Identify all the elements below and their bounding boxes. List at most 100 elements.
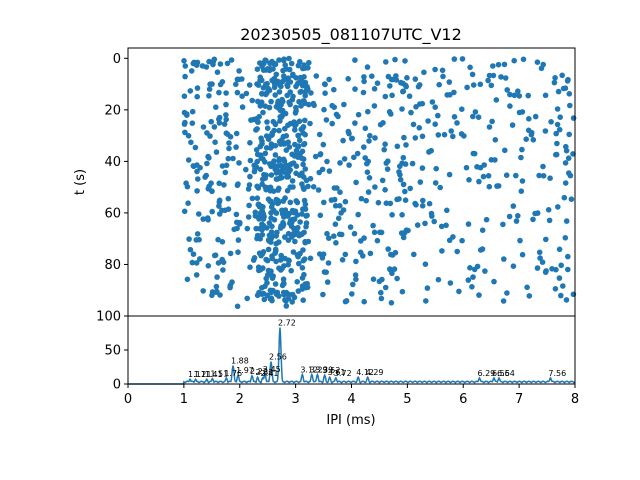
- raster-point: [281, 291, 288, 298]
- raster-point: [361, 298, 368, 305]
- raster-point: [409, 160, 416, 167]
- peak-label: 2.32: [256, 368, 274, 377]
- raster-point: [306, 59, 312, 66]
- raster-point: [501, 256, 507, 262]
- raster-point: [206, 86, 213, 92]
- raster-point: [483, 216, 490, 223]
- raster-point: [412, 200, 418, 207]
- raster-point: [313, 73, 320, 79]
- raster-point: [276, 57, 282, 63]
- raster-point: [263, 145, 270, 151]
- peak-label: 2.22: [250, 367, 268, 376]
- raster-point: [366, 138, 372, 144]
- raster-point: [387, 83, 393, 89]
- raster-point: [256, 250, 263, 256]
- raster-point: [233, 81, 239, 88]
- raster-point: [536, 249, 543, 256]
- raster-point: [182, 129, 188, 136]
- raster-point: [278, 223, 284, 229]
- raster-point: [500, 221, 506, 228]
- raster-point: [567, 102, 573, 109]
- raster-point: [182, 119, 188, 126]
- raster-point: [513, 218, 520, 224]
- raster-point: [222, 169, 229, 176]
- raster-point: [302, 206, 309, 212]
- raster-point: [302, 117, 308, 124]
- raster-point: [432, 66, 438, 73]
- raster-point: [481, 162, 488, 168]
- raster-point: [360, 89, 367, 96]
- raster-point: [306, 101, 312, 108]
- raster-point: [292, 238, 298, 245]
- peak-label: 2.72: [278, 319, 296, 328]
- raster-point: [233, 144, 239, 150]
- raster-point: [281, 73, 287, 79]
- raster-point: [208, 180, 214, 186]
- raster-point: [515, 88, 521, 94]
- raster-point: [277, 257, 284, 263]
- raster-point: [280, 276, 287, 283]
- raster-point: [329, 120, 336, 127]
- raster-point: [260, 290, 267, 297]
- raster-point: [272, 152, 279, 158]
- raster-point: [276, 185, 282, 192]
- raster-point: [556, 275, 563, 281]
- raster-point: [365, 108, 371, 115]
- raster-point: [347, 224, 354, 230]
- raster-point: [369, 73, 375, 79]
- raster-point: [381, 146, 388, 153]
- raster-point: [428, 210, 435, 217]
- raster-point: [374, 80, 381, 86]
- raster-point: [323, 269, 330, 276]
- raster-point: [289, 207, 296, 214]
- raster-point: [324, 279, 331, 285]
- raster-point: [289, 96, 296, 103]
- raster-point: [266, 104, 273, 111]
- raster-point: [411, 251, 417, 258]
- raster-point: [295, 224, 301, 231]
- raster-point: [385, 246, 392, 252]
- raster-point: [563, 297, 570, 303]
- raster-point: [349, 291, 355, 297]
- raster-point: [559, 72, 565, 79]
- raster-point: [365, 189, 372, 195]
- raster-point: [543, 236, 549, 243]
- raster-point: [185, 200, 191, 206]
- raster-point: [249, 195, 256, 202]
- raster-point: [288, 60, 295, 67]
- raster-point: [560, 283, 566, 289]
- raster-point: [553, 151, 560, 158]
- raster-point: [271, 127, 277, 134]
- raster-point: [302, 131, 309, 138]
- raster-point: [540, 173, 547, 179]
- histogram-x-tick-label: 6: [459, 392, 467, 407]
- raster-point: [389, 270, 395, 277]
- raster-point: [239, 76, 245, 82]
- raster-point: [353, 258, 359, 265]
- raster-point: [256, 289, 262, 296]
- raster-point: [536, 172, 542, 179]
- raster-point: [403, 142, 409, 148]
- raster-point: [495, 61, 502, 68]
- raster-point: [502, 147, 508, 154]
- peak-label: 1.88: [231, 357, 249, 366]
- raster-plot: 0 20 40 60 80 100 t (s): [73, 47, 577, 325]
- raster-point: [264, 119, 270, 125]
- raster-point: [193, 237, 200, 243]
- raster-point: [182, 63, 189, 69]
- raster-point: [257, 74, 264, 80]
- raster-point: [281, 56, 287, 62]
- raster-point: [243, 166, 249, 173]
- raster-point: [195, 176, 201, 182]
- raster-point: [193, 272, 200, 278]
- raster-point: [237, 219, 243, 226]
- raster-point: [259, 90, 265, 97]
- raster-point: [387, 266, 393, 272]
- raster-point: [268, 233, 274, 240]
- raster-point: [361, 144, 367, 150]
- raster-point: [262, 159, 268, 165]
- raster-point: [511, 57, 517, 64]
- raster-point: [352, 120, 358, 126]
- raster-point: [351, 230, 358, 237]
- raster-point: [271, 158, 277, 164]
